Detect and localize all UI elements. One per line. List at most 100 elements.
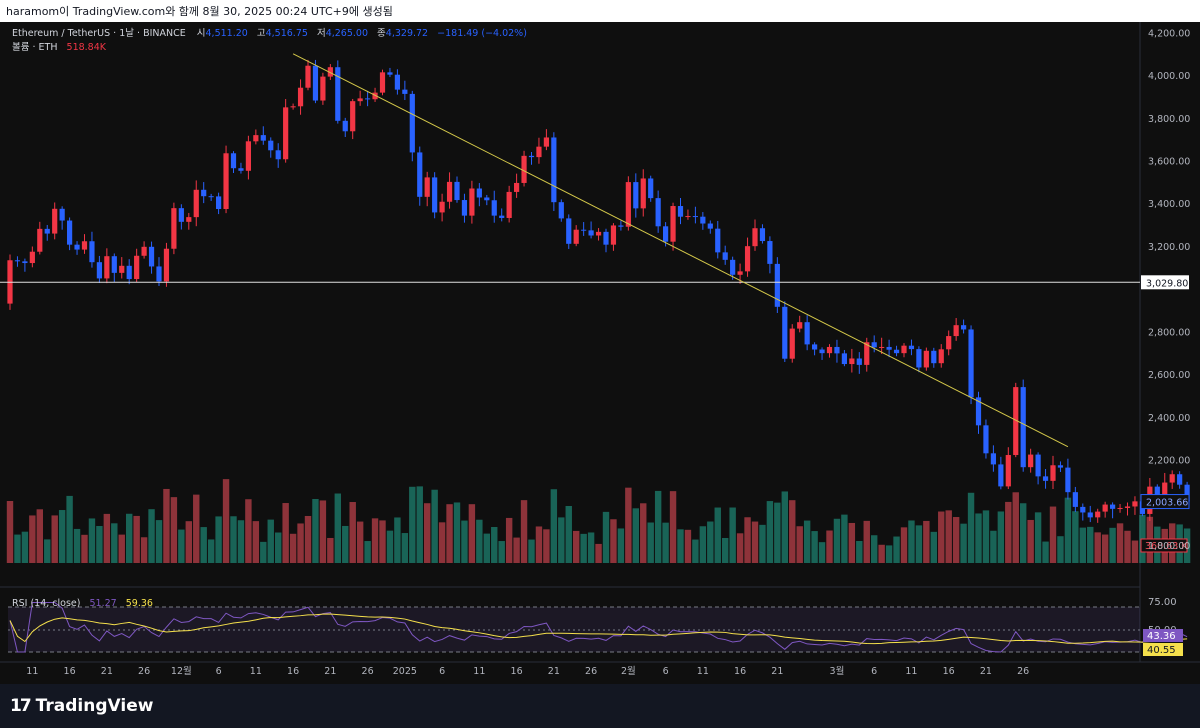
rsi-ma-line <box>9 613 1188 645</box>
candle-body <box>573 229 579 244</box>
volume-bar <box>692 539 699 563</box>
watermark-text: haramom이 TradingView.com와 함께 8월 30, 2025… <box>6 5 393 18</box>
candle-body <box>432 177 438 213</box>
legend-close-label: 종 <box>377 28 386 39</box>
volume-bar <box>96 526 103 563</box>
candle-body <box>365 98 371 100</box>
candle-body <box>134 255 140 280</box>
candle-body <box>409 93 415 153</box>
volume-bar <box>185 521 192 563</box>
candle-body <box>603 231 609 245</box>
volume-bar <box>871 535 878 563</box>
legend-high: 4,516.75 <box>266 28 308 39</box>
time-tick-label: 21 <box>771 666 783 677</box>
candle-body <box>670 206 676 242</box>
candle-body <box>156 266 162 282</box>
candle-body <box>357 98 363 102</box>
candle-body <box>737 271 743 275</box>
rsi-value-badge <box>1143 629 1183 642</box>
candle-body <box>104 256 110 279</box>
price-tick-label: 2,400.00 <box>1148 413 1190 424</box>
volume-bar <box>193 494 200 563</box>
candle-body <box>655 198 661 227</box>
candle-body <box>730 259 736 275</box>
candle-body <box>253 135 259 142</box>
volume-bar <box>736 533 744 563</box>
volume-bar <box>759 524 766 563</box>
volume-bar <box>848 522 856 563</box>
candle-body <box>290 106 296 108</box>
candle-body <box>141 246 147 256</box>
candle-body <box>327 67 333 77</box>
volume-bar <box>29 515 36 563</box>
candle-body <box>22 261 28 264</box>
candle-body <box>350 101 356 132</box>
volume-bar <box>632 508 639 563</box>
candle-body <box>975 397 982 426</box>
candle-body <box>856 358 862 365</box>
candle-body <box>320 76 326 101</box>
time-tick-label: 16 <box>734 666 746 677</box>
volume-bar <box>126 513 133 563</box>
volume-bar <box>602 511 610 563</box>
candle-body <box>581 229 587 231</box>
rsi-ma-badge-text: 40.55 <box>1147 645 1176 656</box>
legend: Ethereum / TetherUS · 1날 · BINANCE 시4,51… <box>12 28 527 609</box>
price-chart[interactable]: 3,029.80 2,003.66 360.63 K 4,200.00 4,000.0… <box>0 22 1200 684</box>
candle-body <box>1020 387 1026 468</box>
time-tick-label: 16 <box>511 666 523 677</box>
last-price-badge <box>1140 494 1190 510</box>
time-tick-label: 6 <box>663 666 669 677</box>
volume-bar <box>1109 527 1116 563</box>
volume-bar <box>707 521 714 563</box>
volume-bar <box>103 513 111 563</box>
volume-bar <box>304 515 312 563</box>
volume-bar <box>1057 536 1064 563</box>
candle-body <box>1065 467 1071 493</box>
candle-body <box>446 181 453 202</box>
volume-bar <box>573 530 580 563</box>
volume-bar <box>44 539 51 563</box>
volume-bar <box>81 534 88 563</box>
volume-bar <box>312 499 319 563</box>
volume-bar <box>513 537 520 563</box>
legend-rsi-label: RSI (14, close) <box>12 598 80 609</box>
candle-body <box>1095 511 1101 518</box>
tradingview-logo-icon: 17 <box>10 696 32 716</box>
candle-body <box>59 208 65 221</box>
candle-body <box>551 137 557 203</box>
volume-bar <box>893 536 900 563</box>
volume-bar <box>714 507 721 563</box>
rsi-pane: 75.00 50.00 43.36 40.55 <box>8 597 1188 656</box>
volume-bar <box>1034 512 1042 563</box>
time-tick-label: 26 <box>585 666 597 677</box>
time-tick-label: 12월 <box>171 665 192 677</box>
candle-layer <box>7 59 1190 523</box>
time-axis: 11 16 21 26 12월 6 11 16 21 26 2025 6 11 16 21 26 2월 6 11 16… <box>26 665 1029 677</box>
volume-bar <box>617 528 625 563</box>
volume-bar <box>833 518 841 563</box>
volume-bar <box>483 533 490 563</box>
candle-body <box>1035 454 1041 477</box>
volume-bar <box>744 517 751 563</box>
volume-bar <box>327 537 334 563</box>
candle-body <box>1072 492 1078 507</box>
volume-bar <box>1042 541 1049 563</box>
candle-body <box>1005 455 1011 487</box>
volume-bar <box>394 517 401 563</box>
volume-bar <box>766 501 774 563</box>
volume-bar <box>356 521 364 563</box>
candle-body <box>454 181 460 201</box>
tradingview-logo[interactable]: 17 TradingView <box>10 696 153 716</box>
volume-bar <box>140 537 148 563</box>
candle-body <box>536 146 542 158</box>
volume-bar <box>647 522 654 563</box>
candle-body <box>74 244 80 250</box>
legend-low: 4,265.00 <box>326 28 368 39</box>
candle-body <box>476 188 482 198</box>
candle-body <box>417 152 423 197</box>
candle-body <box>402 89 408 94</box>
candle-body <box>148 246 155 267</box>
time-tick-label: 11 <box>250 666 262 677</box>
time-tick-label: 26 <box>138 666 150 677</box>
